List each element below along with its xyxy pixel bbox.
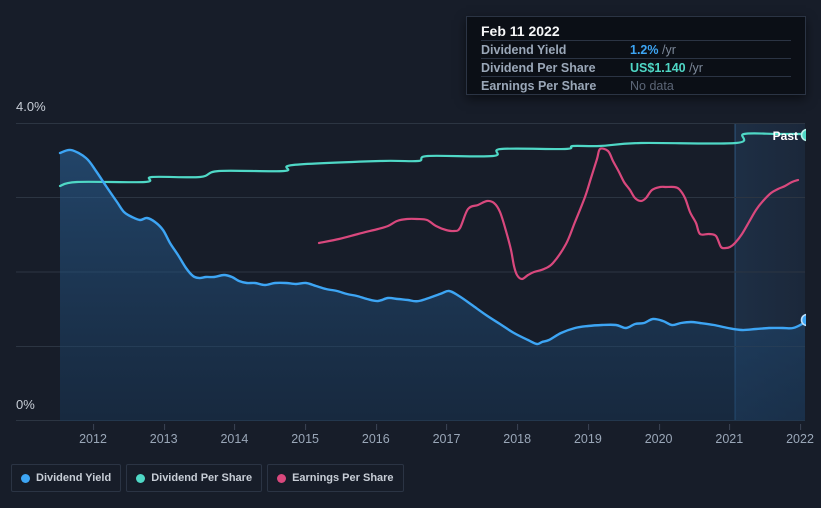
svg-text:Past: Past — [773, 129, 798, 143]
